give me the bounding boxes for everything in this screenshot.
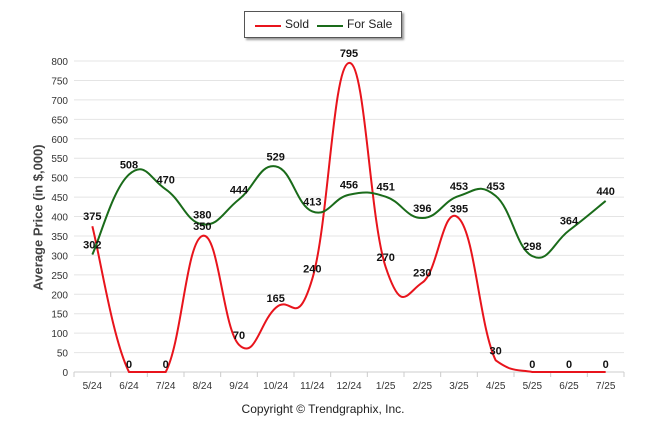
legend-swatch-sold [255,25,281,27]
x-tick-label: 1/25 [376,381,396,392]
data-label-for-sale: 444 [230,184,249,196]
data-label-sold: 375 [83,211,101,223]
y-tick-label: 350 [51,232,68,243]
x-tick-label: 11/24 [300,381,325,392]
data-label-sold: 270 [376,252,394,264]
data-label-sold: 0 [163,359,169,371]
series-line-for-sale [91,165,607,259]
legend-label-for-sale: For Sale [347,17,393,31]
data-label-for-sale: 364 [560,215,579,227]
y-tick-label: 750 [51,76,68,87]
legend-swatch-for-sale [317,25,343,27]
data-label-sold: 230 [413,268,431,280]
x-tick-label: 6/25 [559,381,579,392]
data-label-sold: 395 [450,203,468,215]
legend-label-sold: Sold [285,17,310,31]
data-label-sold: 165 [266,293,284,305]
x-tick-label: 9/24 [229,381,249,392]
x-tick-label: 8/24 [193,381,213,392]
y-tick-label: 150 [51,310,68,321]
data-label-for-sale: 413 [303,196,321,208]
data-label-for-sale: 508 [120,160,138,172]
y-tick-label: 450 [51,193,68,204]
y-tick-label: 0 [62,368,68,379]
y-tick-label: 100 [51,329,68,340]
y-tick-label: 550 [51,154,68,165]
x-tick-label: 6/24 [119,381,139,392]
data-label-sold: 795 [340,48,358,60]
y-tick-label: 200 [51,290,68,301]
data-label-for-sale: 396 [413,203,431,215]
data-label-for-sale: 470 [156,174,174,186]
series-line-sold [91,61,606,373]
data-label-for-sale: 440 [596,186,614,198]
data-label-for-sale: 453 [486,181,504,193]
x-tick-label: 12/24 [336,381,361,392]
y-tick-label: 300 [51,251,68,262]
data-label-sold: 240 [303,264,321,276]
data-label-for-sale: 298 [523,241,541,253]
data-label-for-sale: 302 [83,240,101,252]
data-label-sold: 350 [193,221,211,233]
y-tick-label: 50 [57,349,69,360]
copyright-footer: Copyright © Trendgraphix, Inc. [241,402,405,416]
x-tick-label: 7/24 [156,381,176,392]
x-tick-label: 4/25 [486,381,506,392]
x-tick-label: 5/24 [83,381,103,392]
y-tick-label: 600 [51,135,68,146]
data-label-for-sale: 529 [266,151,284,163]
data-label-sold: 0 [126,359,132,371]
x-tick-label: 7/25 [596,381,616,392]
data-label-for-sale: 451 [376,182,394,194]
data-label-sold: 70 [233,330,245,342]
y-tick-label: 700 [51,96,68,107]
y-tick-label: 400 [51,213,68,224]
x-tick-label: 2/25 [413,381,433,392]
y-tick-label: 650 [51,115,68,126]
legend: Sold For Sale [244,11,402,38]
x-tick-label: 5/25 [523,381,543,392]
data-label-sold: 30 [490,345,502,357]
data-label-sold: 0 [603,359,609,371]
y-axis-label: Average Price (in $,000) [30,144,46,291]
data-label-sold: 0 [529,359,535,371]
data-label-for-sale: 456 [340,180,358,192]
y-tick-label: 500 [51,174,68,185]
y-tick-label: 250 [51,271,68,282]
data-label-for-sale: 380 [193,209,211,221]
x-tick-label: 10/24 [263,381,288,392]
x-tick-label: 3/25 [449,381,469,392]
y-tick-label: 800 [51,57,68,68]
data-label-sold: 0 [566,359,572,371]
data-label-for-sale: 453 [450,181,468,193]
